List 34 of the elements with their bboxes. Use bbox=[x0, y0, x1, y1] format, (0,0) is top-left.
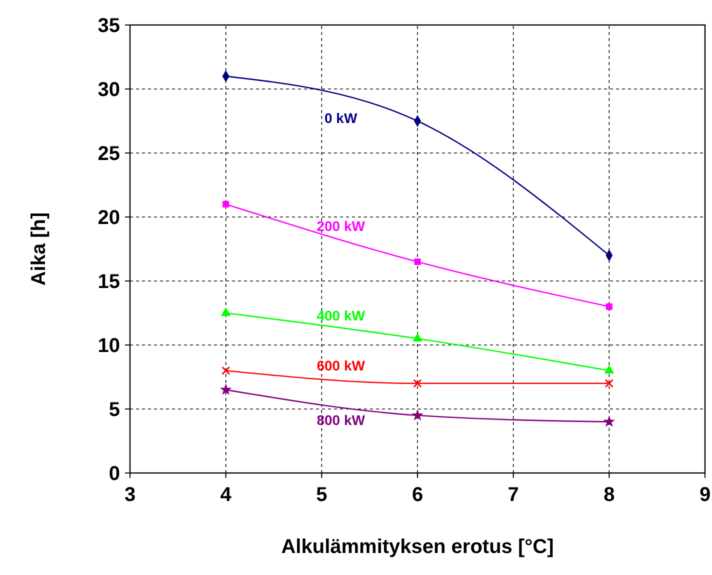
x-tick-label: 5 bbox=[316, 484, 328, 506]
y-tick-label: 20 bbox=[98, 207, 120, 229]
series-label: 200 kW bbox=[316, 218, 366, 234]
x-tick-label: 6 bbox=[412, 484, 424, 506]
x-tick-label: 8 bbox=[604, 484, 615, 506]
point bbox=[606, 303, 612, 310]
point bbox=[220, 384, 232, 395]
x-tick-label: 7 bbox=[508, 484, 519, 506]
point bbox=[412, 333, 422, 342]
x-tick-label: 3 bbox=[124, 484, 136, 506]
series-label: 600 kW bbox=[316, 357, 366, 374]
point bbox=[414, 258, 421, 266]
y-tick-label: 15 bbox=[98, 271, 120, 293]
y-axis-title: Aika [h] bbox=[28, 212, 50, 286]
y-tick-label: 5 bbox=[108, 399, 120, 421]
x-axis-title: Alkulämmityksen erotus [°C] bbox=[281, 536, 554, 558]
y-tick-label: 0 bbox=[108, 463, 120, 485]
point bbox=[412, 409, 424, 420]
point bbox=[222, 200, 230, 208]
y-tick-label: 30 bbox=[98, 79, 120, 101]
x-tick-label: 9 bbox=[699, 484, 711, 506]
point bbox=[413, 379, 422, 388]
point bbox=[604, 379, 614, 388]
point bbox=[604, 365, 614, 374]
series-label: 0 kW bbox=[324, 110, 358, 126]
point bbox=[604, 416, 615, 427]
y-tick-label: 25 bbox=[98, 143, 120, 165]
x-tick-label: 4 bbox=[220, 484, 232, 506]
y-tick-label: 10 bbox=[98, 335, 120, 357]
y-tick-label: 35 bbox=[98, 15, 120, 37]
point bbox=[221, 307, 231, 316]
series-label: 800 kW bbox=[316, 412, 366, 428]
series-label: 400 kW bbox=[316, 307, 366, 324]
point bbox=[221, 366, 230, 375]
